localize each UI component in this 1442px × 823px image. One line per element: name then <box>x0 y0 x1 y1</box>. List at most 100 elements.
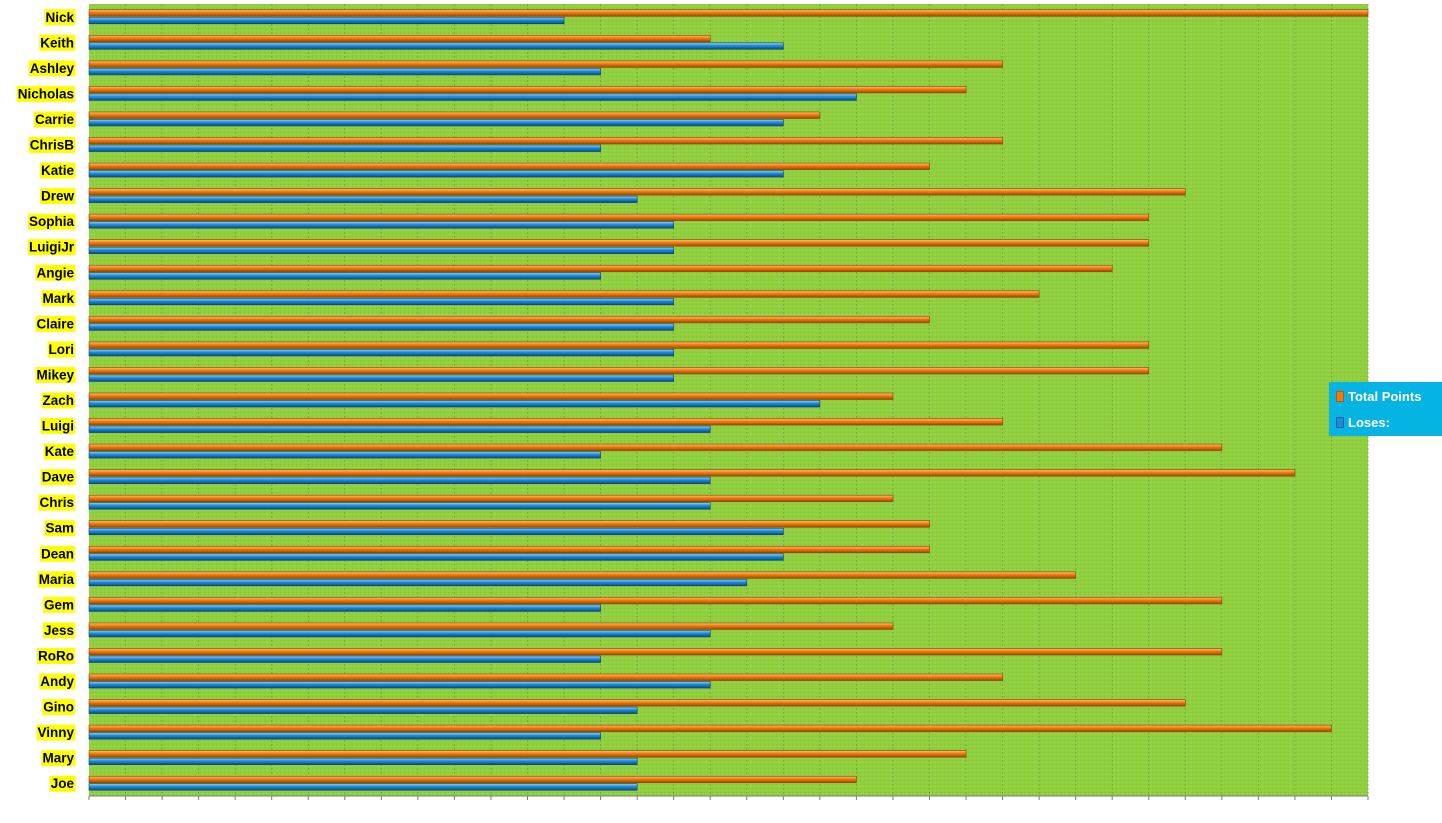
category-label-nick: Nick <box>45 10 74 25</box>
bar-loses-roro <box>88 655 601 663</box>
category-label-highlight <box>49 775 76 792</box>
category-label-mark: Mark <box>42 291 74 306</box>
bar-loses-dave <box>88 476 711 484</box>
bar-total-points-chris <box>88 494 894 502</box>
bar-total-points-ashley <box>88 60 1003 68</box>
category-label-mikey: Mikey <box>36 367 74 382</box>
category-label-andy: Andy <box>40 674 74 689</box>
bar-loses-angie <box>88 272 601 280</box>
category-label-highlight <box>36 724 76 741</box>
category-label-carrie: Carrie <box>35 112 75 127</box>
bar-loses-nick <box>88 16 565 25</box>
bar-total-points-roro <box>88 648 1223 656</box>
category-label-chris: Chris <box>39 495 74 510</box>
category-label-highlight <box>37 647 75 664</box>
category-label-highlight <box>42 596 75 613</box>
category-label-mary: Mary <box>42 751 74 766</box>
bar-loses-chrisb <box>88 144 601 152</box>
category-label-sam: Sam <box>45 521 74 536</box>
bar-total-points-drew <box>88 188 1186 196</box>
category-label-highlight <box>33 111 76 128</box>
category-label-lori: Lori <box>49 342 75 357</box>
bar-loses-joe <box>88 783 638 791</box>
bar-total-points-dean <box>88 545 930 554</box>
bar-loses-nicholas <box>88 93 857 101</box>
category-label-luigijr: LuigiJr <box>29 240 75 255</box>
legend-item-loses: Loses: <box>1336 415 1390 430</box>
category-label-highlight <box>42 699 75 716</box>
bar-loses-mary <box>88 757 638 765</box>
category-label-highlight <box>35 264 76 281</box>
bar-total-points-dave <box>88 469 1296 477</box>
bar-total-points-chrisb <box>88 137 1003 145</box>
bar-loses-keith <box>88 42 784 50</box>
bar-total-points-angie <box>88 264 1113 273</box>
bar-total-points-gem <box>88 597 1223 605</box>
category-label-roro: RoRo <box>38 648 74 663</box>
plot-area <box>89 4 1368 796</box>
category-label-highlight <box>41 750 76 767</box>
bars <box>88 9 1369 791</box>
bar-total-points-keith <box>88 35 711 43</box>
bar-loses-luigi <box>88 425 711 433</box>
category-label-highlight <box>42 622 75 639</box>
legend-swatch-loses <box>1336 417 1344 428</box>
bar-total-points-mary <box>88 750 967 758</box>
category-label-gino: Gino <box>43 700 74 715</box>
category-label-jess: Jess <box>44 623 74 638</box>
category-label-ashley: Ashley <box>30 61 75 76</box>
bar-total-points-lori <box>88 341 1150 349</box>
category-label-highlight <box>44 9 76 26</box>
bar-loses-dean <box>88 553 784 561</box>
bar-loses-chris <box>88 502 711 510</box>
bar-loses-maria <box>88 579 748 587</box>
bar-loses-drew <box>88 195 638 203</box>
bar-loses-gino <box>88 706 638 714</box>
bar-loses-gem <box>88 604 601 612</box>
category-label-highlight <box>16 85 75 102</box>
bar-loses-katie <box>88 170 784 178</box>
category-label-joe: Joe <box>51 776 75 791</box>
bar-loses-ashley <box>88 68 601 76</box>
category-label-chrisb: ChrisB <box>30 138 75 153</box>
category-label-highlight <box>40 469 76 486</box>
category-label-keith: Keith <box>40 35 74 50</box>
bar-loses-lori <box>88 349 674 357</box>
category-label-gem: Gem <box>44 597 74 612</box>
category-label-highlight <box>39 34 75 51</box>
category-label-highlight <box>43 443 76 460</box>
category-label-highlight <box>35 315 76 332</box>
bar-total-points-maria <box>88 571 1076 579</box>
category-label-sophia: Sophia <box>29 214 74 229</box>
bar-loses-jess <box>88 630 711 638</box>
legend-item-total-points: Total Points <box>1336 389 1421 404</box>
bar-total-points-zach <box>88 392 894 400</box>
category-label-zach: Zach <box>42 393 74 408</box>
category-label-dean: Dean <box>41 546 74 561</box>
category-label-highlight <box>39 188 76 205</box>
gridlines <box>125 4 1369 796</box>
bar-loses-mark <box>88 298 674 306</box>
category-label-highlight <box>35 366 76 383</box>
bar-total-points-vinny <box>88 724 1332 732</box>
bar-total-points-katie <box>88 162 930 170</box>
bar-loses-vinny <box>88 732 601 740</box>
x-axis-ticks <box>88 796 1369 800</box>
bar-total-points-luigi <box>88 418 1003 426</box>
bar-loses-andy <box>88 681 711 689</box>
category-label-maria: Maria <box>39 572 75 587</box>
bar-loses-sam <box>88 527 784 536</box>
bar-total-points-gino <box>88 699 1186 707</box>
bar-loses-kate <box>88 451 601 459</box>
legend-label-loses: Loses: <box>1348 415 1390 430</box>
bar-loses-zach <box>88 400 821 408</box>
bar-loses-luigijr <box>88 246 674 255</box>
bar-total-points-andy <box>88 673 1003 681</box>
legend-label-total-points: Total Points <box>1348 389 1422 404</box>
bar-loses-claire <box>88 323 674 331</box>
category-label-highlight <box>27 239 76 256</box>
category-label-nicholas: Nicholas <box>18 86 74 101</box>
bar-total-points-sam <box>88 520 930 528</box>
category-label-dave: Dave <box>42 470 75 485</box>
legend-swatch-total-points <box>1336 391 1344 402</box>
